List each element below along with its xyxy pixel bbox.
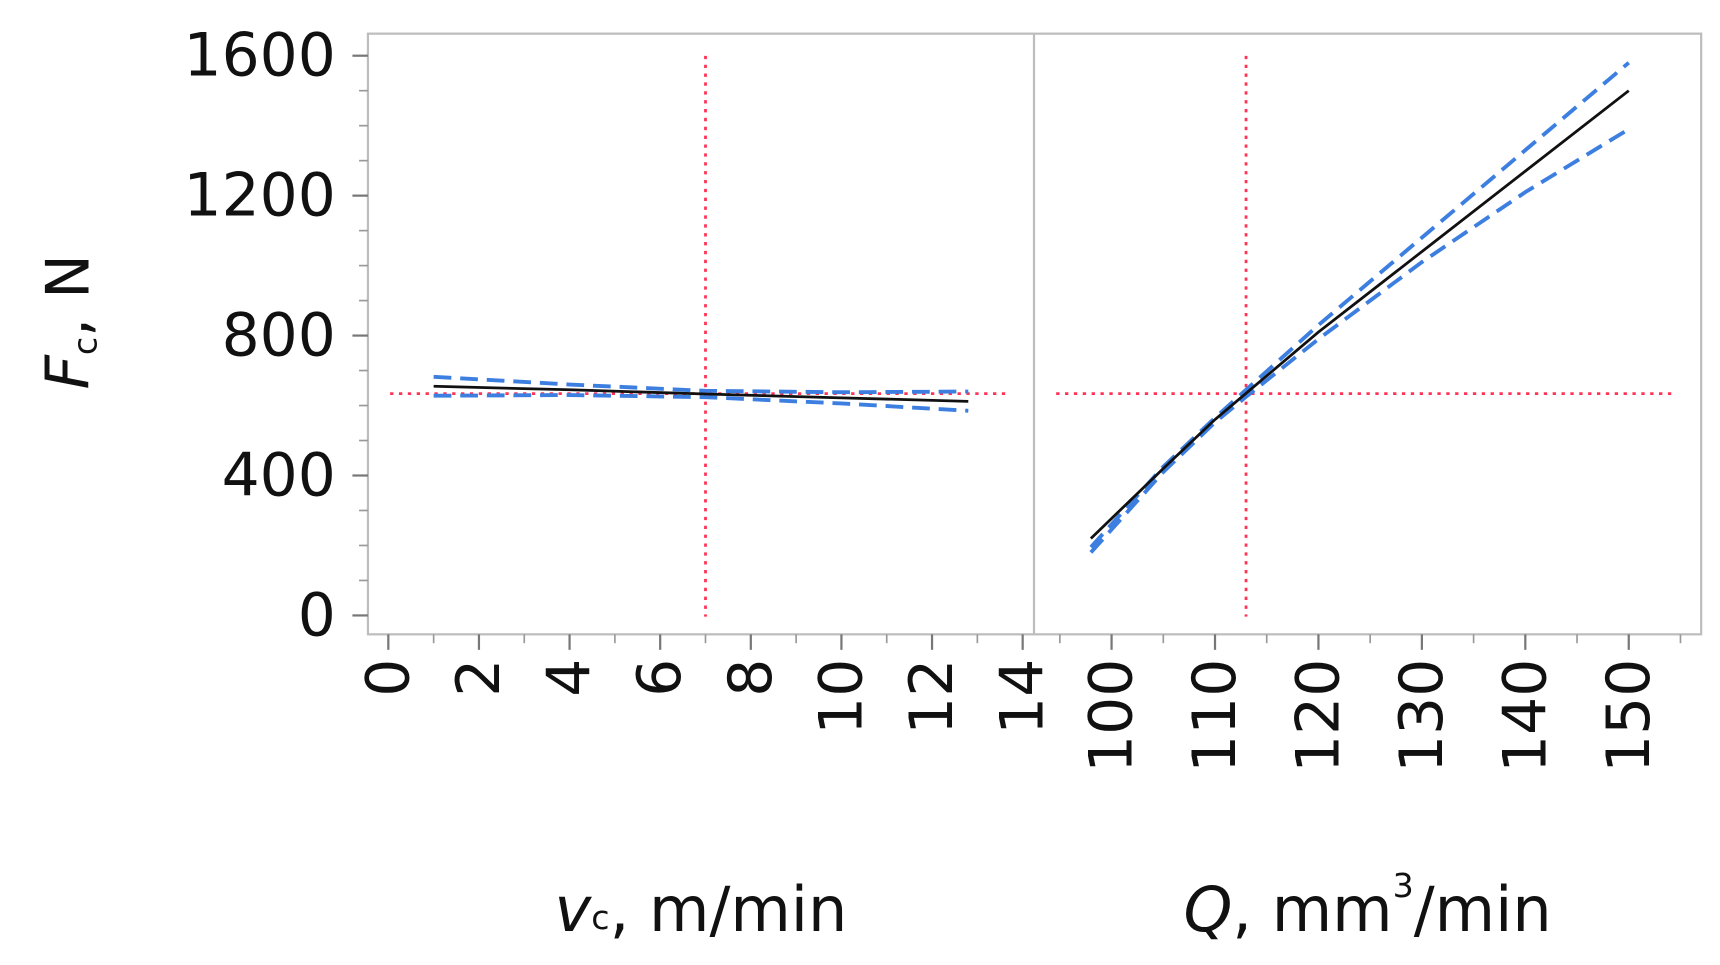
x-tick-label: 12 [897, 659, 967, 735]
series-line [1089, 61, 1631, 549]
x-tick-label: 100 [1077, 659, 1147, 773]
x-tick-label: 110 [1180, 659, 1250, 773]
y-tick-label: 1600 [184, 21, 336, 91]
label-part: v [555, 873, 593, 946]
label-part: F [34, 354, 104, 390]
x-tick-label: 150 [1594, 659, 1664, 773]
y-tick-label: 0 [298, 580, 336, 650]
x-tick-label: 4 [535, 659, 605, 697]
y-tick-label: 400 [222, 441, 336, 511]
label-part: Q [1183, 873, 1232, 946]
x-tick-label: 8 [716, 659, 786, 697]
x-tick-label: 14 [988, 659, 1058, 735]
y-tick-label: 800 [222, 301, 336, 371]
series-line [433, 384, 969, 403]
label-part: , m/min [610, 873, 848, 946]
x-tick-label: 6 [625, 659, 695, 697]
x-tick-label: 2 [444, 659, 514, 697]
x-tick-label: 130 [1387, 659, 1457, 773]
series-line [1089, 89, 1630, 540]
y-tick-label: 1200 [184, 161, 336, 231]
x-axis-title: Q, mm3/min [1183, 867, 1551, 946]
label-part: c [66, 337, 105, 355]
y-axis-title: Fc, N [34, 254, 105, 390]
label-part: c [591, 898, 609, 937]
label-part: /min [1414, 873, 1552, 946]
x-tick-label: 0 [353, 659, 423, 697]
x-tick-label: 140 [1490, 659, 1560, 773]
series-line [1089, 127, 1630, 554]
label-part: , N [34, 254, 104, 337]
label-part: , mm [1232, 873, 1392, 946]
series-line [433, 393, 969, 413]
x-tick-label: 120 [1283, 659, 1353, 773]
label-part: 3 [1393, 867, 1414, 906]
x-axis-title: vc, m/min [555, 873, 848, 946]
series-line [433, 374, 969, 395]
x-tick-label: 10 [806, 659, 876, 735]
